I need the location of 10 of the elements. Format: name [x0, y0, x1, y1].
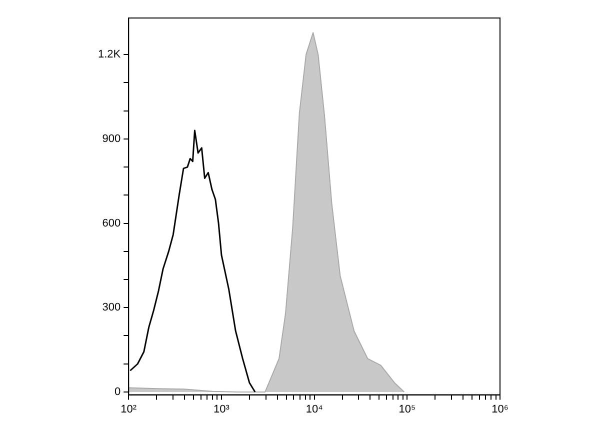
y-tick-label: 1.2K: [98, 48, 122, 61]
y-tick-label: 0: [114, 386, 121, 398]
y-tick-label: 900: [102, 132, 121, 145]
x-tick-label: 10²: [120, 403, 137, 416]
x-tick-label: 10⁶: [492, 403, 508, 416]
y-tick-label: 300: [102, 302, 121, 314]
x-tick-label: 10⁵: [398, 403, 416, 416]
y-tick-label: 600: [102, 217, 121, 230]
x-tick-label: 10³: [214, 403, 230, 416]
x-tick-label: 10⁴: [306, 403, 324, 416]
